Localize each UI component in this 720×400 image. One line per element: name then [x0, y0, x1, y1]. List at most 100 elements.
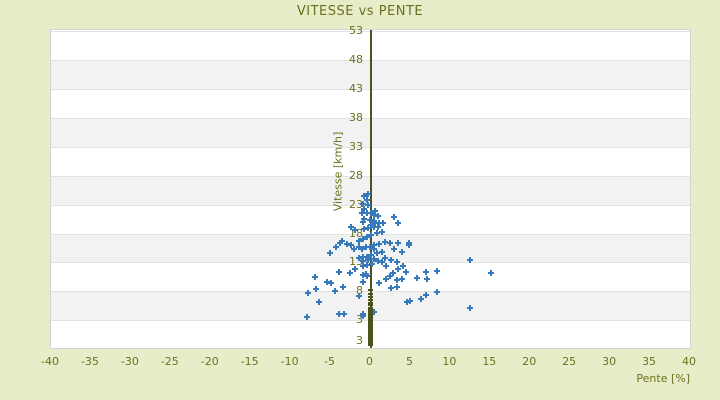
- data-point: [368, 222, 375, 229]
- data-point: [390, 246, 397, 253]
- data-point: [400, 263, 407, 270]
- data-point: [343, 240, 350, 247]
- data-point: [404, 299, 411, 306]
- zero-data-point: [368, 306, 373, 309]
- data-point: [365, 191, 372, 198]
- data-point: [368, 251, 375, 258]
- x-tick-label: -10: [280, 355, 299, 368]
- data-point: [371, 246, 378, 253]
- x-tick-label: -25: [160, 355, 179, 368]
- zero-data-point: [368, 301, 373, 304]
- data-point: [395, 265, 402, 272]
- data-point: [365, 225, 372, 232]
- data-point: [358, 210, 365, 217]
- data-point: [356, 292, 363, 299]
- x-tick-label: 30: [602, 355, 617, 368]
- zero-data-point: [368, 312, 373, 315]
- data-point: [376, 220, 383, 227]
- data-point: [423, 269, 430, 276]
- zero-data-point: [368, 340, 373, 343]
- data-point: [374, 258, 381, 265]
- data-point: [363, 196, 370, 203]
- data-point: [393, 276, 400, 283]
- data-point: [347, 224, 354, 231]
- x-axis-title: Pente [%]: [636, 372, 690, 385]
- data-point: [398, 276, 405, 283]
- zero-data-point: [368, 317, 373, 320]
- y-tick-label: 53: [349, 24, 363, 38]
- data-point: [361, 216, 368, 223]
- data-point: [365, 202, 372, 209]
- zero-data-point: [368, 334, 373, 337]
- data-point: [363, 261, 370, 268]
- zero-data-point: [368, 322, 373, 325]
- x-tick-label: 35: [642, 355, 657, 368]
- data-point: [373, 250, 380, 257]
- x-tick-label: -20: [200, 355, 219, 368]
- zero-data-point: [368, 338, 373, 341]
- zero-data-point: [368, 308, 373, 311]
- data-point: [360, 271, 367, 278]
- zero-data-point: [368, 326, 373, 329]
- x-tick-label: 5: [405, 355, 413, 368]
- data-point: [347, 242, 354, 249]
- data-point: [393, 259, 400, 266]
- zero-data-point: [368, 341, 373, 344]
- data-point: [386, 240, 393, 247]
- data-point: [323, 278, 330, 285]
- y-axis-title: Vitesse [km/h]: [331, 131, 345, 212]
- data-point: [303, 314, 310, 321]
- x-tick-label: -40: [41, 355, 59, 368]
- data-point: [337, 240, 344, 247]
- data-point: [386, 272, 393, 279]
- data-point: [315, 299, 322, 306]
- data-point: [368, 210, 375, 217]
- data-point: [359, 278, 366, 285]
- x-tick-label: -30: [120, 355, 139, 368]
- data-point: [383, 262, 390, 269]
- data-point: [391, 214, 398, 221]
- data-point: [388, 257, 395, 264]
- zero-data-point: [368, 292, 373, 295]
- x-tick-label: -35: [80, 355, 99, 368]
- data-point: [359, 201, 366, 208]
- data-point: [381, 239, 388, 246]
- data-point: [370, 212, 377, 219]
- y-tick-label: 28: [349, 168, 363, 182]
- zero-data-point: [368, 315, 373, 318]
- data-point: [355, 238, 362, 245]
- y-tick-label: 43: [349, 81, 363, 95]
- data-point: [369, 260, 376, 267]
- zero-data-point: [368, 310, 373, 313]
- data-point: [355, 244, 362, 251]
- data-point: [372, 219, 379, 226]
- data-point: [467, 304, 474, 311]
- zero-axis-line: [370, 30, 372, 348]
- y-tick-label: 38: [349, 110, 363, 124]
- data-point: [375, 224, 382, 231]
- data-point: [360, 254, 367, 261]
- data-point: [360, 258, 367, 265]
- y-tick-label: 33: [349, 139, 363, 153]
- data-point: [403, 269, 410, 276]
- zero-data-point: [368, 296, 373, 299]
- data-point: [423, 292, 430, 299]
- x-tick-label: 25: [562, 355, 577, 368]
- data-point: [373, 229, 380, 236]
- data-point: [433, 289, 440, 296]
- data-point: [395, 240, 402, 247]
- data-point: [350, 245, 357, 252]
- data-point: [382, 275, 389, 282]
- data-point: [381, 254, 388, 261]
- zero-data-point: [368, 336, 373, 339]
- x-tick-label: 15: [482, 355, 497, 368]
- data-point: [405, 241, 412, 248]
- data-point: [341, 310, 348, 317]
- zero-data-point: [368, 333, 373, 336]
- data-point: [374, 213, 381, 220]
- zero-data-point: [368, 304, 373, 307]
- data-point: [365, 256, 372, 263]
- data-point: [351, 266, 358, 273]
- data-point: [335, 269, 342, 276]
- x-tick-label: -15: [240, 355, 259, 368]
